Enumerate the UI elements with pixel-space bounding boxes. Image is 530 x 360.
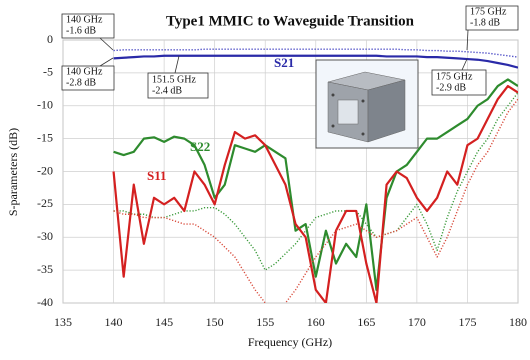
series-label: S21 bbox=[274, 55, 294, 70]
y-axis-label: S-parameters (dB) bbox=[6, 128, 20, 216]
annotation-text: -1.8 dB bbox=[470, 17, 500, 28]
x-tick-label: 175 bbox=[458, 315, 476, 329]
x-tick-label: 160 bbox=[307, 315, 325, 329]
x-tick-label: 145 bbox=[155, 315, 173, 329]
x-axis-label: Frequency (GHz) bbox=[248, 335, 332, 349]
page: {"chart_data": {"type": "line", "title":… bbox=[0, 0, 530, 355]
series-label: S22 bbox=[190, 139, 210, 154]
annotation-text: -2.4 dB bbox=[152, 85, 182, 96]
annotation-text: 140 GHz bbox=[66, 66, 103, 77]
inset-image bbox=[316, 60, 418, 148]
chart: Type1 MMIC to Waveguide Transition Frequ… bbox=[0, 0, 530, 355]
annotation-text: 151.5 GHz bbox=[152, 74, 196, 85]
annotation-text: 175 GHz bbox=[436, 71, 473, 82]
annotation-text: -1.6 dB bbox=[66, 25, 96, 36]
x-tick-label: 170 bbox=[408, 315, 426, 329]
annotation-text: -2.8 dB bbox=[66, 77, 96, 88]
y-tick-label: -5 bbox=[43, 65, 53, 79]
y-tick-label: -30 bbox=[37, 229, 53, 243]
annotation-text: 175 GHz bbox=[470, 6, 507, 17]
annotation-text: -2.9 dB bbox=[436, 82, 466, 93]
y-tick-label: -40 bbox=[37, 295, 53, 309]
x-tick-label: 165 bbox=[357, 315, 375, 329]
y-tick-label: -20 bbox=[37, 163, 53, 177]
x-tick-label: 135 bbox=[54, 315, 72, 329]
y-tick-label: -10 bbox=[37, 98, 53, 112]
x-tick-label: 155 bbox=[256, 315, 274, 329]
annotation-text: 140 GHz bbox=[66, 14, 103, 25]
y-tick-label: 0 bbox=[47, 32, 53, 46]
series-label: S11 bbox=[147, 168, 167, 183]
y-tick-label: -35 bbox=[37, 262, 53, 276]
x-tick-label: 180 bbox=[509, 315, 527, 329]
y-tick-label: -15 bbox=[37, 130, 53, 144]
x-tick-label: 140 bbox=[105, 315, 123, 329]
y-tick-label: -25 bbox=[37, 196, 53, 210]
chart-title: Type1 MMIC to Waveguide Transition bbox=[166, 13, 415, 29]
x-tick-label: 150 bbox=[206, 315, 224, 329]
